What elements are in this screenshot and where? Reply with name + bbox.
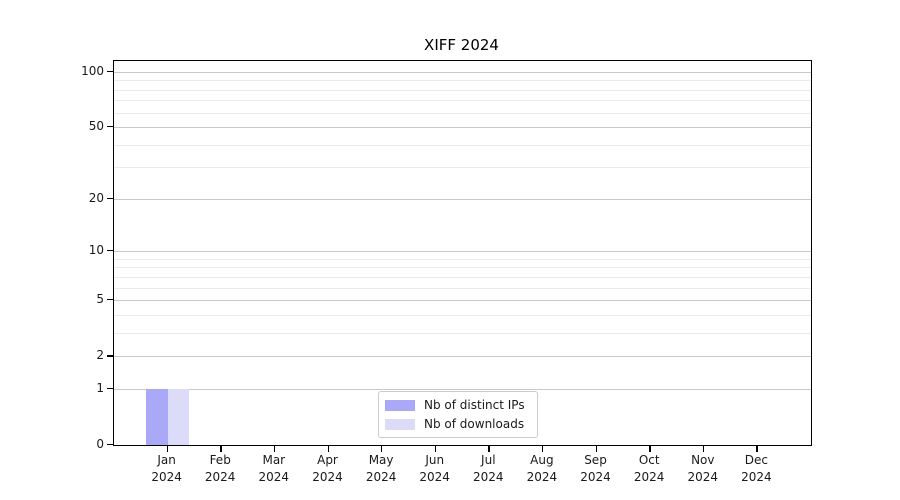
x-tick-label: Aug 2024 (512, 452, 572, 485)
x-tick-label: Jun 2024 (405, 452, 465, 485)
minor-gridline (114, 100, 811, 102)
x-tick-mark (488, 445, 490, 452)
bar-distinct-ips (146, 388, 168, 445)
x-tick-mark (381, 445, 383, 452)
y-tick-mark (106, 70, 113, 73)
x-tick-month: Sep (584, 453, 607, 467)
legend-swatch (385, 418, 415, 430)
major-gridline (114, 71, 811, 73)
major-gridline (114, 356, 811, 358)
x-tick-year: 2024 (633, 469, 665, 484)
x-tick-mark (434, 445, 437, 452)
y-tick-label: 1 (96, 380, 104, 395)
x-tick-label: Oct 2024 (619, 452, 679, 485)
y-tick-mark (106, 444, 113, 446)
x-tick-year: 2024 (580, 469, 611, 484)
y-tick-mark (106, 387, 113, 390)
x-tick-mark (166, 445, 168, 452)
x-tick-label: Mar 2024 (244, 452, 304, 485)
major-gridline (114, 251, 811, 253)
legend-label: Nb of downloads (424, 417, 525, 431)
x-tick-mark (327, 445, 329, 452)
major-gridline (114, 198, 811, 200)
chart-title: XIFF 2024 (424, 36, 499, 54)
x-tick-mark (273, 445, 276, 452)
x-tick-month: Mar (262, 453, 286, 467)
x-tick-month: Jul (481, 453, 496, 467)
x-tick-label: Sep 2024 (566, 452, 626, 485)
minor-gridline (114, 112, 811, 114)
y-tick-label: 100 (81, 63, 104, 78)
x-tick-month: Nov (691, 453, 715, 467)
minor-gridline (114, 287, 811, 289)
legend-row: Nb of distinct IPs (385, 398, 525, 412)
x-tick-mark (756, 445, 758, 452)
y-tick-mark (106, 126, 113, 128)
x-tick-month: Jun (425, 453, 445, 467)
x-tick-month: Apr (317, 453, 338, 467)
x-tick-month: May (368, 453, 394, 467)
y-tick-label: 2 (96, 348, 104, 363)
legend: Nb of distinct IPs Nb of downloads (378, 391, 538, 438)
minor-gridline (114, 267, 811, 269)
x-tick-label: Apr 2024 (298, 452, 358, 485)
legend-label: Nb of distinct IPs (424, 398, 525, 412)
x-tick-label: Nov 2024 (673, 452, 733, 485)
x-tick-year: 2024 (687, 469, 719, 484)
minor-gridline (114, 314, 811, 316)
y-tick-label: 50 (88, 119, 104, 134)
legend-row: Nb of downloads (385, 417, 525, 431)
x-tick-month: Oct (638, 453, 660, 467)
minor-gridline (114, 276, 811, 278)
minor-gridline (114, 258, 811, 260)
major-gridline (114, 388, 811, 390)
x-tick-year: 2024 (526, 469, 558, 484)
y-tick-label: 20 (88, 190, 104, 205)
x-tick-label: Jan 2024 (137, 452, 197, 485)
minor-gridline (114, 89, 811, 91)
x-tick-year: 2024 (419, 469, 450, 484)
major-gridline (114, 127, 811, 129)
x-tick-year: 2024 (365, 469, 397, 484)
major-gridline (114, 300, 811, 302)
y-tick-mark (106, 299, 113, 301)
x-tick-year: 2024 (204, 469, 236, 484)
x-tick-label: Jul 2024 (458, 452, 518, 485)
x-tick-year: 2024 (151, 469, 182, 484)
minor-gridline (114, 144, 811, 146)
plot-area (113, 60, 812, 446)
y-tick-label: 5 (96, 292, 104, 307)
x-tick-month: Jan (157, 453, 176, 467)
y-tick-mark (106, 197, 113, 200)
x-tick-year: 2024 (473, 469, 504, 484)
minor-gridline (114, 80, 811, 82)
x-tick-mark (649, 445, 651, 452)
x-tick-month: Feb (209, 453, 231, 467)
y-tick-label: 0 (96, 437, 104, 451)
x-tick-label: Dec 2024 (726, 452, 786, 485)
x-tick-mark (702, 445, 705, 452)
x-tick-year: 2024 (258, 469, 290, 484)
x-tick-mark (595, 445, 597, 452)
y-tick-mark (106, 355, 113, 357)
x-tick-mark (220, 445, 222, 452)
x-tick-mark (541, 445, 544, 452)
y-tick-mark (106, 250, 113, 252)
bar-downloads (167, 388, 190, 445)
y-tick-label: 10 (88, 243, 104, 258)
x-tick-year: 2024 (312, 469, 343, 484)
legend-swatch (385, 399, 415, 411)
minor-gridline (114, 167, 811, 169)
x-tick-month: Dec (744, 453, 768, 467)
x-tick-year: 2024 (741, 469, 772, 484)
minor-gridline (114, 332, 811, 334)
x-tick-label: May 2024 (351, 452, 411, 485)
x-tick-month: Aug (530, 453, 554, 467)
x-tick-label: Feb 2024 (190, 452, 250, 485)
